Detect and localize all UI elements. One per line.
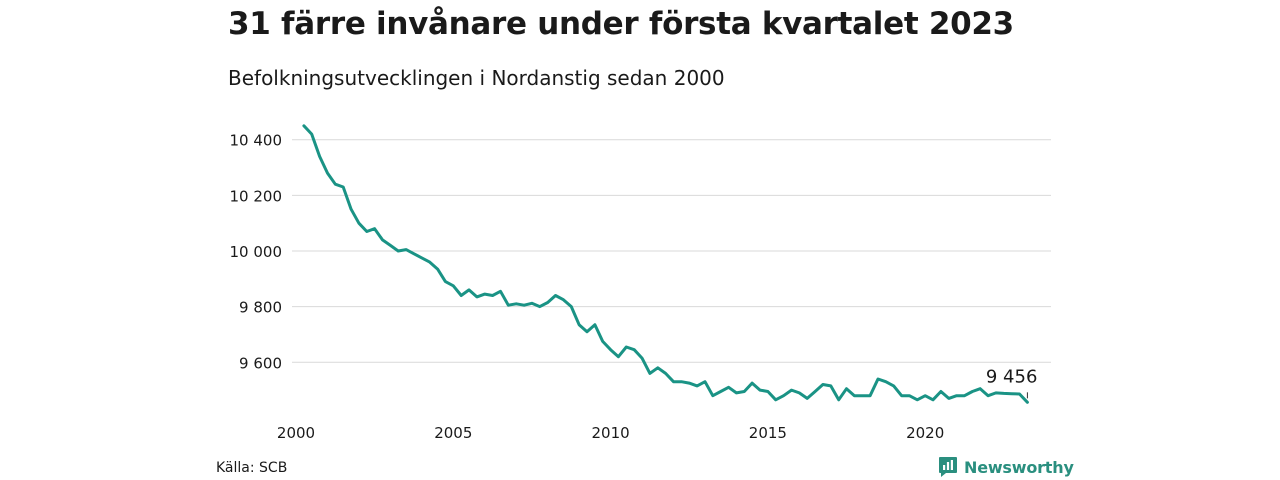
newsworthy-logo-icon <box>939 457 957 477</box>
x-tick-label: 2020 <box>906 424 944 442</box>
brand-logo: Newsworthy <box>938 456 1074 478</box>
y-tick-label: 10 400 <box>230 132 283 150</box>
y-tick-label: 10 000 <box>230 243 283 261</box>
grid-lines <box>292 139 1051 363</box>
y-tick-label: 9 600 <box>239 354 282 372</box>
annotation-label: 9 456 <box>986 366 1038 387</box>
chart-subtitle: Befolkningsutvecklingen i Nordanstig sed… <box>228 66 725 90</box>
chart-title: 31 färre invånare under första kvartalet… <box>228 6 1014 42</box>
y-axis-ticks: 9 600 9 800 10 000 10 200 10 400 <box>230 132 283 373</box>
x-tick-label: 2010 <box>591 424 629 442</box>
x-axis-ticks: 2000 2005 2010 2015 2020 <box>277 424 944 442</box>
y-tick-label: 10 200 <box>230 187 283 205</box>
x-tick-label: 2015 <box>749 424 787 442</box>
x-tick-label: 2005 <box>434 424 472 442</box>
annotation-layer: 9 456 <box>986 366 1038 399</box>
series-line <box>302 124 1029 404</box>
brand-name: Newsworthy <box>964 457 1074 477</box>
series-layer <box>302 124 1029 404</box>
x-tick-label: 2000 <box>277 424 315 442</box>
y-tick-label: 9 800 <box>239 299 282 317</box>
source-note: Källa: SCB <box>216 460 288 476</box>
